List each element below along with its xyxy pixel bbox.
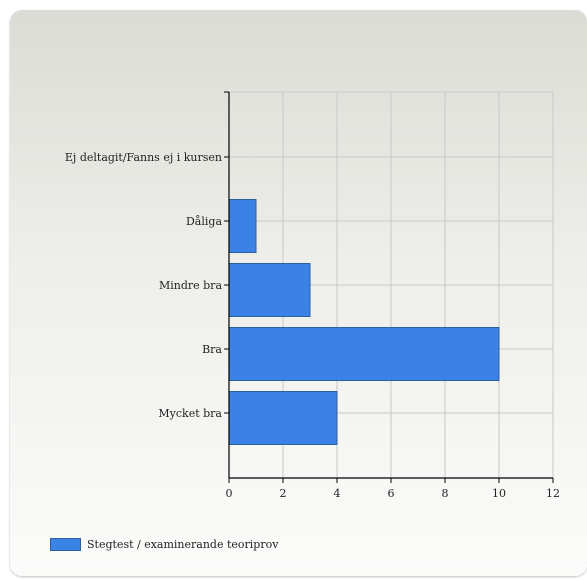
x-tick-label: 2: [280, 487, 287, 500]
x-tick-label: 12: [546, 487, 560, 500]
legend: Stegtest / examinerande teoriprov: [50, 538, 278, 551]
x-tick-label: 4: [334, 487, 341, 500]
y-tick-label: Ej deltagit/Fanns ej i kursen: [65, 151, 222, 164]
y-tick-label: Dåliga: [186, 215, 222, 228]
bar: [228, 263, 311, 317]
bar: [228, 391, 338, 445]
bars: [228, 199, 500, 445]
bar: [228, 327, 500, 381]
bar: [228, 199, 257, 253]
axes: [224, 91, 554, 483]
y-tick-label: Mindre bra: [159, 279, 222, 292]
x-tick-label: 8: [442, 487, 449, 500]
legend-swatch: [50, 538, 81, 551]
y-tick-label: Mycket bra: [158, 407, 222, 420]
y-tick-label: Bra: [202, 343, 222, 356]
x-tick-label: 6: [388, 487, 395, 500]
y-axis-labels: Ej deltagit/Fanns ej i kursen Dåliga Mindr…: [65, 151, 223, 420]
legend-label: Stegtest / examinerande teoriprov: [87, 538, 279, 551]
x-tick-label: 10: [492, 487, 506, 500]
x-tick-label: 0: [226, 487, 233, 500]
x-axis-labels: 0 2 4 6 8 10 12: [226, 487, 561, 500]
